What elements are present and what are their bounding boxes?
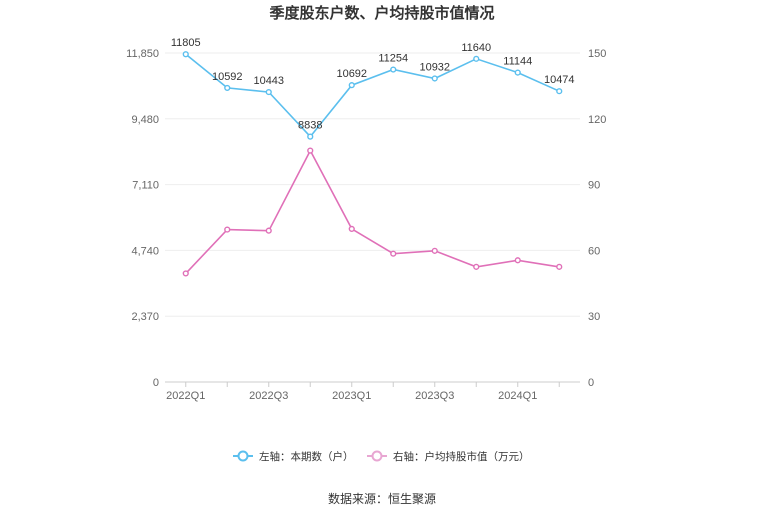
households-data-label: 10592 [212,71,243,83]
households-data-label: 8838 [298,120,322,132]
y-left-tick-label: 9,480 [131,114,159,126]
x-tick-label: 2022Q3 [249,390,288,402]
y-left-tick-label: 4,740 [131,245,159,257]
households-data-label: 10474 [544,74,575,86]
households-point[interactable] [307,133,314,140]
households-line [185,53,560,138]
legend: 左轴：本期数（户） 右轴：户均持股市值（万元） [233,450,530,463]
households-data-label: 11805 [171,37,201,49]
x-tick-label: 2024Q1 [498,390,537,402]
households-point[interactable] [224,84,231,92]
y-right-tick-label: 150 [588,48,606,60]
y-right-tick-label: 30 [588,311,600,323]
market-value-point[interactable] [431,247,438,254]
y-left-tick-label: 11,850 [126,48,159,60]
households-data-label: 10932 [419,61,450,73]
households-point[interactable] [348,82,355,89]
households-point[interactable] [556,88,563,95]
households-point[interactable] [390,66,397,73]
x-tick-label: 2023Q3 [415,390,454,402]
legend-market-value-label: 右轴：户均持股市值（万元） [393,450,530,463]
households-point[interactable] [514,69,521,76]
market-value-point[interactable] [182,270,189,277]
y-left-tick-label: 7,110 [132,180,159,192]
data-labels: 11805 10592 10443 8838 10692 11254 10932 11640 1… [171,37,575,131]
market-value-point[interactable] [514,257,521,264]
y-right-tick-label: 0 [588,377,594,389]
y-left-tick-label: 0 [153,377,159,389]
y-left-tick-label: 2,370 [131,311,159,323]
market-value-point[interactable] [307,147,314,154]
axes: 0 2,370 4,740 7,110 9,480 11,850 0 30 60 90 120 150… [126,48,606,402]
market-value-point[interactable] [473,263,480,270]
market-value-line [185,148,560,274]
grid [165,52,580,383]
legend-market-value-marker [371,450,383,462]
households-data-label: 11144 [503,56,532,68]
source-note: 数据来源：恒生聚源 [328,491,436,506]
market-value-point[interactable] [224,226,231,233]
legend-households-marker [237,450,249,462]
y-right-tick-label: 120 [588,114,606,126]
households-point[interactable] [265,88,272,96]
market-value-point[interactable] [556,263,563,270]
households-data-label: 11640 [461,42,491,54]
chart-title: 季度股东户数、户均持股市值情况 [269,4,494,22]
households-data-label: 10443 [253,75,284,87]
households-point[interactable] [431,75,438,82]
x-tick-label: 2023Q1 [332,390,371,402]
households-point[interactable] [473,55,480,62]
y-right-tick-label: 60 [588,245,600,257]
legend-item-households[interactable]: 左轴：本期数（户） [233,450,354,463]
legend-item-market-value[interactable]: 右轴：户均持股市值（万元） [367,450,530,463]
series [182,51,563,277]
market-value-point[interactable] [390,250,397,257]
y-right-tick-label: 90 [588,180,600,192]
households-point[interactable] [182,51,189,58]
households-data-label: 10692 [336,68,367,80]
market-value-point[interactable] [348,225,355,233]
x-tick-label: 2022Q1 [166,390,205,402]
market-value-point[interactable] [265,227,272,234]
legend-households-label: 左轴：本期数（户） [259,450,354,463]
households-data-label: 11254 [378,53,408,65]
